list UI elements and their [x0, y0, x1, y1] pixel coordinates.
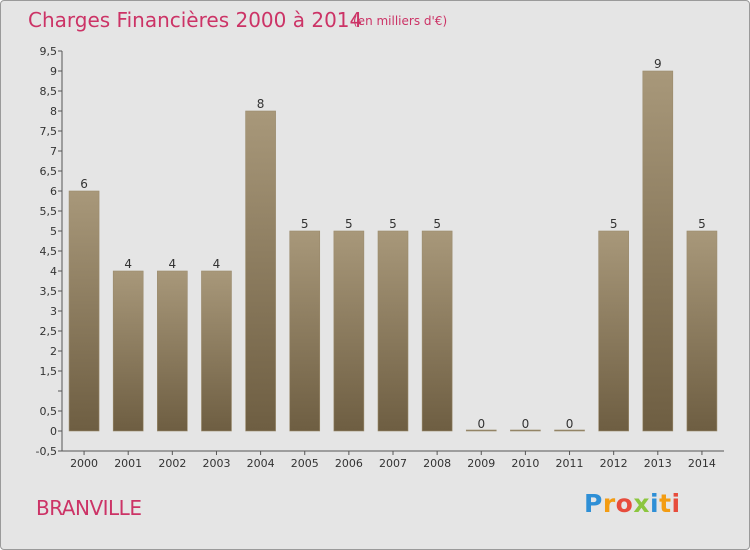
- y-tick-label: 2,5: [40, 325, 58, 338]
- logo-letter: t: [659, 489, 672, 518]
- x-tick-label: 2002: [158, 457, 186, 470]
- bar: [245, 110, 276, 432]
- x-tick-label: 2004: [247, 457, 275, 470]
- data-label: 5: [433, 217, 441, 231]
- bar: [598, 230, 629, 432]
- bar: [289, 230, 321, 432]
- logo-letter: i: [671, 489, 681, 518]
- bar: [686, 230, 718, 432]
- y-tick-label: 9,5: [40, 45, 58, 58]
- y-tick-label: 0: [50, 425, 57, 438]
- data-label: 4: [124, 257, 132, 271]
- data-label: 4: [213, 257, 221, 271]
- y-tick-label: 3,5: [40, 285, 58, 298]
- logo-letter: o: [615, 489, 634, 518]
- data-label: 4: [169, 257, 177, 271]
- x-tick-label: 2010: [511, 457, 539, 470]
- x-tick-label: 2013: [644, 457, 672, 470]
- bar: [510, 429, 541, 432]
- bar: [112, 270, 144, 432]
- y-tick-label: 4: [50, 265, 57, 278]
- data-label: 5: [345, 217, 353, 231]
- y-tick-label: -0,5: [36, 445, 57, 458]
- data-label: 0: [522, 417, 530, 431]
- y-tick-label: 5: [50, 225, 57, 238]
- data-label: 8: [257, 97, 265, 111]
- bar: [333, 230, 365, 432]
- x-tick-label: 2008: [423, 457, 451, 470]
- place-name: BRANVILLE: [36, 496, 142, 520]
- bar: [465, 429, 497, 432]
- bar: [201, 270, 232, 432]
- x-tick-label: 2009: [467, 457, 495, 470]
- y-tick-label: 5,5: [40, 205, 58, 218]
- data-label: 5: [301, 217, 309, 231]
- y-tick-label: 7: [50, 145, 57, 158]
- bar: [157, 270, 188, 432]
- bar: [554, 429, 585, 432]
- x-tick-label: 2000: [70, 457, 98, 470]
- x-tick-label: 2014: [688, 457, 716, 470]
- y-tick-label: 6: [50, 185, 57, 198]
- y-tick-label: 2: [50, 345, 57, 358]
- logo-letter: x: [633, 489, 650, 518]
- y-tick-label: 0,5: [40, 405, 58, 418]
- y-tick-label: 8,5: [40, 85, 58, 98]
- chart-title: Charges Financières 2000 à 2014: [28, 8, 363, 32]
- proxiti-logo: Proxiti: [584, 489, 681, 518]
- logo-letter: r: [602, 489, 616, 518]
- data-label: 5: [610, 217, 618, 231]
- x-tick-label: 2011: [556, 457, 584, 470]
- data-label: 6: [80, 177, 88, 191]
- y-tick-label: 9: [50, 65, 57, 78]
- data-label: 0: [566, 417, 574, 431]
- logo-letter: i: [650, 489, 660, 518]
- x-tick-label: 2005: [291, 457, 319, 470]
- y-tick-label: 4,5: [40, 245, 58, 258]
- chart-unit: (en milliers d'€): [353, 14, 448, 28]
- x-tick-label: 2003: [202, 457, 230, 470]
- data-label: 5: [698, 217, 706, 231]
- data-label: 9: [654, 57, 662, 71]
- logo-letter: P: [584, 489, 603, 518]
- bar: [642, 70, 674, 432]
- data-label: 0: [477, 417, 485, 431]
- x-tick-label: 2006: [335, 457, 363, 470]
- bar: [68, 190, 100, 432]
- x-axis: 2000 2001 2002 2003 2004 2005 2006 2007 2008 2009…: [62, 450, 724, 470]
- y-tick-label: 8: [50, 105, 57, 118]
- x-tick-label: 2007: [379, 457, 407, 470]
- x-tick-label: 2001: [114, 457, 142, 470]
- y-axis: -0,5 0 0,5 1,5 2 2,5 3 3,5 4 4,5 5 5,5 6 6,5 7 7,5 8 8,5 9…: [36, 45, 63, 458]
- x-tick-label: 2012: [600, 457, 628, 470]
- y-tick-label: 1,5: [40, 365, 58, 378]
- y-tick-label: 6,5: [40, 165, 58, 178]
- y-tick-label: 7,5: [40, 125, 58, 138]
- y-tick-label: 3: [50, 305, 57, 318]
- bar-series: 6 4 4 4 8 5 5 5 5 0 0 0 5 9 5: [68, 57, 718, 432]
- bar: [377, 230, 409, 432]
- bar: [421, 230, 453, 432]
- data-label: 5: [389, 217, 397, 231]
